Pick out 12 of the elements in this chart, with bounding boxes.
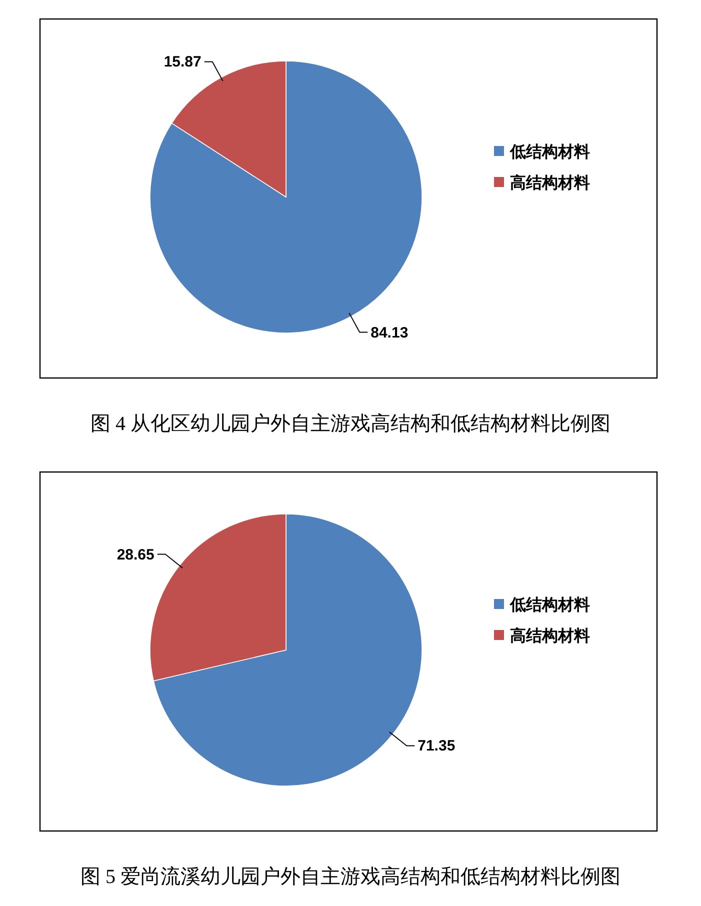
legend-label: 高结构材料 — [510, 173, 590, 192]
data-label: 71.35 — [418, 738, 456, 755]
text: 图 5 爱尚流溪幼儿园户外自主游戏高结构和低结构材料比例图 — [80, 865, 620, 888]
data-label: 84.13 — [370, 324, 408, 342]
legend-label: 低结构材料 — [509, 596, 590, 614]
data-label: 28.65 — [116, 546, 154, 564]
legend-label: 低结构材料 — [509, 143, 590, 161]
legend: 低结构材料 高结构材料 — [494, 144, 590, 192]
legend: 低结构材料 高结构材料 — [494, 597, 590, 645]
data-label: 15.87 — [164, 54, 202, 71]
legend-label: 高结构材料 — [510, 626, 590, 645]
text: 图 4 从化区幼儿园户外自主游戏高结构和低结构材料比例图 — [90, 412, 610, 435]
